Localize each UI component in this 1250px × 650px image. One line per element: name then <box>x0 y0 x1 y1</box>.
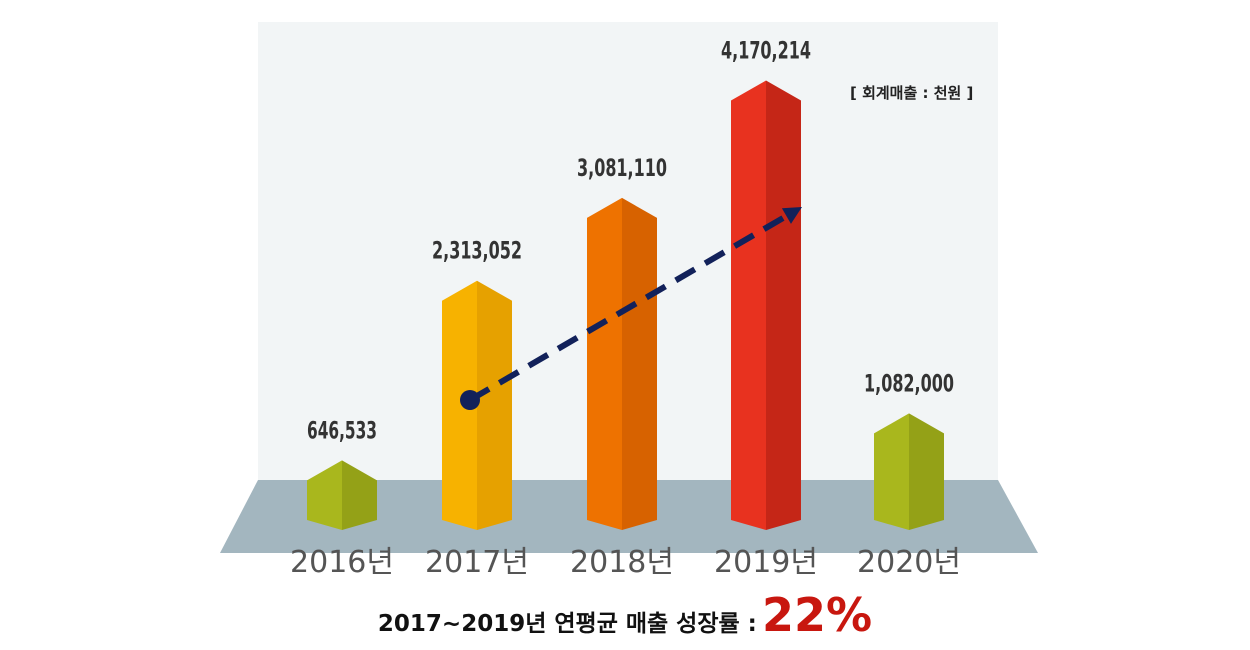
bar-front-face <box>587 197 622 530</box>
year-tick-label: 2019년 <box>714 545 818 580</box>
bar-side-face <box>477 280 512 530</box>
bar-front-face <box>442 280 477 530</box>
bar-front-face <box>731 80 766 530</box>
year-tick-label: 2016년 <box>290 545 394 580</box>
bar-value-label: 1,082,000 <box>864 369 954 397</box>
bar-2017년 <box>442 280 512 530</box>
bar-2018년 <box>587 197 657 530</box>
bar-2016년 <box>307 460 377 530</box>
growth-rate-label: 2017~2019년 연평균 매출 성장률 : <box>377 611 757 637</box>
year-tick-label: 2020년 <box>857 545 961 580</box>
bar-2020년 <box>874 413 944 530</box>
bar-side-face <box>622 197 657 530</box>
bar-2019년 <box>731 80 801 530</box>
bar-side-face <box>766 80 801 530</box>
bar-side-face <box>342 460 377 530</box>
year-tick-label: 2018년 <box>570 545 674 580</box>
year-tick-label: 2017년 <box>425 545 529 580</box>
bar-front-face <box>874 413 909 530</box>
trend-arrow-start-dot <box>460 390 480 410</box>
bar-front-face <box>307 460 342 530</box>
bar-side-face <box>909 413 944 530</box>
trend-arrow-head <box>781 207 802 224</box>
unit-note: [ 회계매출 : 천원 ] <box>850 84 974 102</box>
bar-value-label: 646,533 <box>307 416 377 444</box>
growth-rate-caption: 2017~2019년 연평균 매출 성장률 : 22% <box>0 588 1250 642</box>
trend-arrow-line <box>468 211 792 403</box>
bar-value-label: 4,170,214 <box>721 37 811 65</box>
bar-value-label: 2,313,052 <box>432 237 522 265</box>
growth-rate-value: 22% <box>761 588 873 642</box>
bar-value-label: 3,081,110 <box>577 154 667 182</box>
